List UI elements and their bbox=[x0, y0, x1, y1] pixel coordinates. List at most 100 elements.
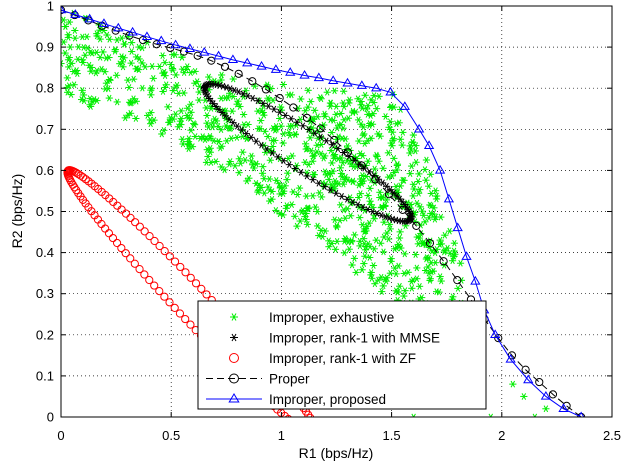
exhaustive-point bbox=[406, 149, 414, 157]
proposed-point bbox=[184, 43, 196, 52]
exhaustive-point bbox=[331, 245, 340, 253]
proposed-point bbox=[313, 72, 325, 82]
exhaustive-point bbox=[150, 116, 158, 124]
exhaustive-point bbox=[304, 103, 312, 111]
exhaustive-point bbox=[396, 135, 405, 143]
exhaustive-point bbox=[344, 114, 353, 122]
exhaustive-point bbox=[304, 86, 312, 94]
exhaustive-point bbox=[79, 91, 88, 99]
exhaustive-point bbox=[64, 88, 72, 96]
exhaustive-point bbox=[375, 92, 383, 100]
zf-point bbox=[307, 431, 314, 438]
exhaustive-point bbox=[361, 140, 369, 147]
zf-point bbox=[121, 249, 130, 258]
exhaustive-point bbox=[302, 210, 310, 217]
exhaustive-point bbox=[254, 125, 263, 133]
proposed-point bbox=[199, 46, 210, 56]
exhaustive-point bbox=[372, 236, 380, 244]
exhaustive-point bbox=[332, 111, 340, 118]
exhaustive-point bbox=[297, 95, 305, 103]
exhaustive-point bbox=[410, 413, 418, 417]
legend-marker bbox=[230, 333, 238, 342]
exhaustive-point bbox=[68, 60, 76, 67]
exhaustive-point bbox=[422, 255, 430, 263]
proper-point bbox=[412, 221, 421, 230]
exhaustive-point bbox=[317, 95, 325, 103]
exhaustive-point bbox=[93, 97, 101, 104]
exhaustive-point bbox=[376, 194, 384, 201]
exhaustive-point bbox=[449, 293, 457, 301]
exhaustive-point bbox=[229, 75, 237, 83]
mmse-point bbox=[270, 105, 278, 113]
zf-point bbox=[310, 433, 317, 440]
mmse-point bbox=[291, 165, 299, 172]
mmse-point bbox=[381, 213, 389, 221]
exhaustive-point bbox=[347, 212, 355, 220]
mmse-point bbox=[207, 97, 215, 105]
exhaustive-point bbox=[177, 115, 185, 122]
exhaustive-point bbox=[99, 48, 107, 56]
exhaustive-point bbox=[93, 30, 101, 38]
legend-label: Improper, proposed bbox=[269, 392, 386, 407]
exhaustive-point bbox=[397, 244, 405, 252]
mmse-point bbox=[257, 141, 265, 149]
exhaustive-point bbox=[415, 234, 424, 242]
zf-point bbox=[108, 233, 118, 243]
mmse-point bbox=[212, 103, 220, 110]
mmse-point bbox=[274, 153, 282, 161]
exhaustive-point bbox=[340, 206, 348, 214]
exhaustive-point bbox=[183, 112, 191, 119]
y-tick-label: 0 bbox=[47, 410, 54, 425]
y-tick-label: 0.2 bbox=[36, 327, 54, 342]
exhaustive-point bbox=[135, 43, 143, 51]
exhaustive-point bbox=[355, 137, 363, 145]
exhaustive-point bbox=[361, 252, 369, 260]
exhaustive-point bbox=[424, 263, 432, 271]
exhaustive-point bbox=[265, 175, 274, 183]
exhaustive-point bbox=[236, 159, 245, 167]
legend-label: Improper, rank-1 with MMSE bbox=[269, 331, 440, 346]
exhaustive-point bbox=[195, 96, 203, 104]
y-tick-label: 0.3 bbox=[36, 286, 54, 301]
zf-point bbox=[181, 314, 190, 324]
mmse-point bbox=[328, 141, 336, 149]
exhaustive-point bbox=[343, 205, 352, 213]
proposed-point bbox=[434, 164, 446, 174]
exhaustive-point bbox=[326, 116, 335, 124]
exhaustive-point bbox=[371, 165, 379, 173]
exhaustive-point bbox=[331, 185, 339, 193]
exhaustive-point bbox=[102, 54, 110, 62]
mmse-point bbox=[218, 109, 226, 116]
zf-point bbox=[315, 434, 322, 441]
x-tick-label: 1.5 bbox=[383, 428, 401, 443]
exhaustive-point bbox=[366, 254, 374, 261]
exhaustive-point bbox=[242, 87, 250, 95]
exhaustive-point bbox=[328, 159, 336, 167]
exhaustive-point bbox=[161, 59, 169, 67]
exhaustive-point bbox=[448, 257, 457, 265]
y-tick-label: 0.7 bbox=[36, 122, 54, 137]
exhaustive-point bbox=[191, 68, 199, 75]
exhaustive-point bbox=[208, 123, 217, 131]
exhaustive-point bbox=[409, 180, 418, 188]
exhaustive-point bbox=[313, 148, 321, 156]
legend-label: Improper, exhaustive bbox=[269, 310, 394, 325]
exhaustive-point bbox=[64, 34, 72, 41]
exhaustive-point bbox=[368, 120, 377, 128]
exhaustive-point bbox=[371, 280, 379, 288]
exhaustive-point bbox=[341, 173, 350, 181]
exhaustive-point bbox=[327, 170, 335, 177]
exhaustive-point bbox=[401, 250, 409, 258]
exhaustive-point bbox=[318, 233, 327, 240]
exhaustive-point bbox=[360, 260, 368, 267]
exhaustive-point bbox=[64, 31, 72, 39]
exhaustive-point bbox=[309, 192, 317, 200]
exhaustive-point bbox=[407, 162, 416, 170]
exhaustive-point bbox=[217, 126, 225, 134]
exhaustive-point bbox=[77, 96, 86, 103]
mmse-point bbox=[233, 122, 241, 130]
zf-point bbox=[197, 284, 206, 293]
exhaustive-point bbox=[121, 114, 129, 122]
exhaustive-point bbox=[138, 84, 146, 92]
exhaustive-point bbox=[363, 105, 371, 113]
